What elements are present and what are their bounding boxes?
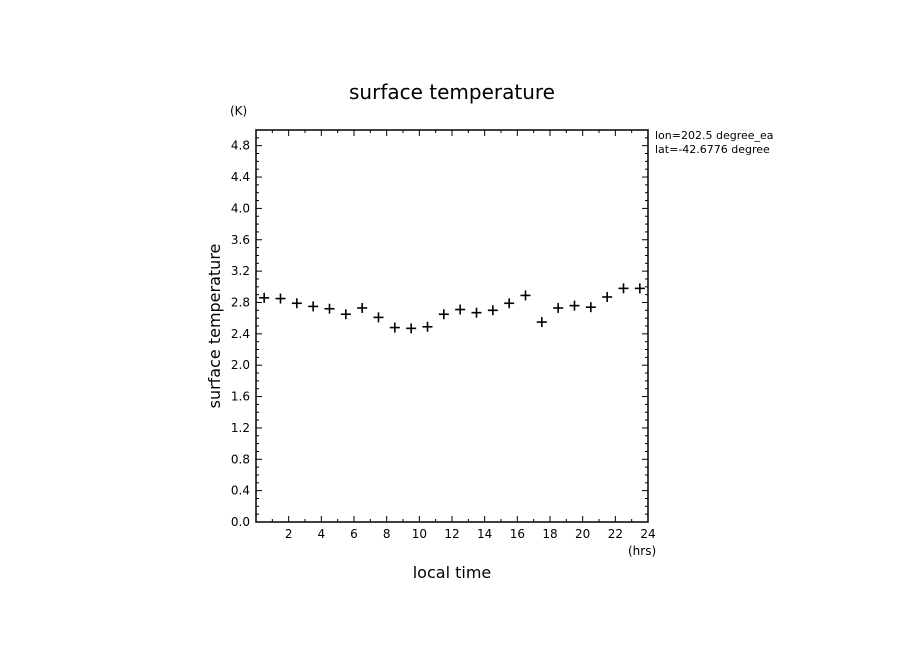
axis-ticks xyxy=(256,130,648,522)
data-points xyxy=(259,283,645,334)
data-point xyxy=(471,307,482,318)
data-point xyxy=(455,304,466,315)
data-point xyxy=(406,323,417,334)
data-point xyxy=(259,292,270,303)
data-point xyxy=(520,290,531,301)
y-tick-label: 4.4 xyxy=(231,170,250,184)
data-point xyxy=(585,302,596,313)
data-point xyxy=(487,305,498,316)
y-axis-label: surface temperature xyxy=(205,244,224,409)
data-point xyxy=(357,302,368,313)
y-tick-label: 3.6 xyxy=(231,233,250,247)
y-tick-label: 2.8 xyxy=(231,295,250,309)
location-note-lon: lon=202.5 degree_ea xyxy=(655,129,774,142)
x-tick-label: 12 xyxy=(444,527,459,541)
data-point xyxy=(618,283,629,294)
plot-frame xyxy=(255,129,649,523)
data-point xyxy=(536,317,547,328)
data-point xyxy=(634,283,645,294)
chart-title: surface temperature xyxy=(349,80,555,104)
x-tick-label: 6 xyxy=(350,527,358,541)
y-tick-label: 3.2 xyxy=(231,264,250,278)
y-tick-label: 1.2 xyxy=(231,421,250,435)
data-point xyxy=(553,302,564,313)
data-point xyxy=(275,293,286,304)
y-tick-label: 1.6 xyxy=(231,390,250,404)
data-point xyxy=(308,301,319,312)
x-axis-label: local time xyxy=(413,563,492,582)
x-tick-label: 10 xyxy=(412,527,427,541)
data-point xyxy=(602,291,613,302)
y-tick-label: 4.8 xyxy=(231,139,250,153)
x-tick-label: 18 xyxy=(542,527,557,541)
x-tick-label: 2 xyxy=(285,527,293,541)
x-tick-label: 22 xyxy=(608,527,623,541)
x-tick-label: 4 xyxy=(318,527,326,541)
y-tick-label: 0.4 xyxy=(231,484,250,498)
x-tick-label: 20 xyxy=(575,527,590,541)
y-tick-label: 0.0 xyxy=(231,515,250,529)
x-tick-label: 8 xyxy=(383,527,391,541)
x-axis-unit: (hrs) xyxy=(628,544,656,558)
y-tick-label: 2.4 xyxy=(231,327,250,341)
tick-labels: 2 4 6 8 10 12 14 16 18 20 22 240.00.40.81.21.62.02.… xyxy=(231,139,656,541)
data-point xyxy=(324,303,335,314)
data-point xyxy=(504,298,515,309)
y-axis-unit: (K) xyxy=(230,104,247,118)
data-point xyxy=(389,322,400,333)
data-point xyxy=(373,312,384,323)
data-point xyxy=(422,321,433,332)
location-note-lat: lat=-42.6776 degree xyxy=(655,143,770,156)
x-tick-label: 14 xyxy=(477,527,492,541)
y-tick-label: 0.8 xyxy=(231,452,250,466)
data-point xyxy=(438,309,449,320)
y-tick-label: 4.0 xyxy=(231,201,250,215)
x-tick-label: 16 xyxy=(510,527,525,541)
data-point xyxy=(569,300,580,311)
y-tick-label: 2.0 xyxy=(231,358,250,372)
data-point xyxy=(291,298,302,309)
x-tick-label: 24 xyxy=(640,527,655,541)
data-point xyxy=(340,309,351,320)
